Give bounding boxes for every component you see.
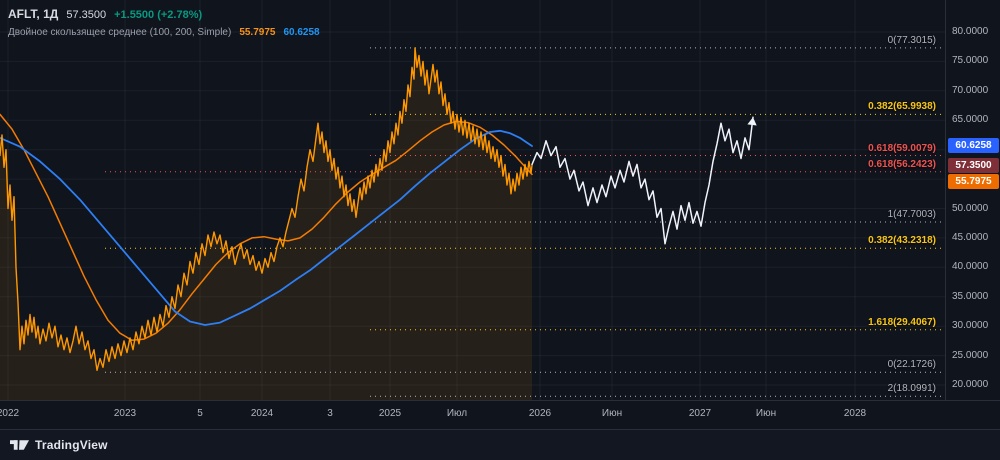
time-axis-label: 5 [197, 408, 203, 419]
time-axis-label: 2026 [528, 408, 552, 419]
price-badge: 57.3500 [948, 157, 999, 173]
time-axis-label: Июл [446, 408, 468, 419]
fib-level-label[interactable]: 0.382(65.9938) [868, 101, 936, 113]
time-axis-label: 2027 [688, 408, 712, 419]
tradingview-brand[interactable]: TradingView [35, 438, 108, 452]
price-axis-label: 25.0000 [952, 349, 989, 361]
time-axis-label: 2022 [0, 408, 20, 419]
time-axis-label: 2025 [378, 408, 402, 419]
price-badge: 55.7975 [948, 173, 999, 189]
price-axis-label: 35.0000 [952, 290, 989, 302]
fib-level-label[interactable]: 0.382(43.2318) [868, 235, 936, 247]
series-ma100 [0, 113, 533, 342]
indicator-legend-row[interactable]: Двойное скользящее среднее (100, 200, Si… [8, 27, 320, 38]
price-axis-label: 70.0000 [952, 84, 989, 96]
price-axis-label: 40.0000 [952, 261, 989, 273]
chart-pane[interactable]: AFLT, 1Д 57.3500 +1.5500 (+2.78%) Двойно… [0, 0, 1000, 400]
symbol-last-price: 57.3500 [66, 9, 107, 21]
fib-level-label[interactable]: 0(77.3015) [887, 34, 936, 46]
time-axis-label: 3 [327, 408, 333, 419]
price-axis-label: 30.0000 [952, 320, 989, 332]
series-projection[interactable] [531, 116, 754, 245]
time-axis-label: Июн [601, 408, 623, 419]
indicator-title[interactable]: Двойное скользящее среднее (100, 200, Si… [8, 27, 232, 38]
ma100-value: 55.7975 [239, 27, 276, 38]
time-axis-label: 2024 [250, 408, 274, 419]
footer-bar: TradingView [0, 429, 1000, 460]
fib-level-label[interactable]: 1.618(29.4067) [868, 316, 936, 328]
chart-legend: AFLT, 1Д 57.3500 +1.5500 (+2.78%) Двойно… [8, 7, 320, 44]
price-axis[interactable]: 80.000075.000070.000065.000060.000055.00… [945, 0, 1000, 400]
symbol-legend-row[interactable]: AFLT, 1Д 57.3500 +1.5500 (+2.78%) [8, 7, 320, 21]
price-area-fill [0, 47, 532, 400]
chart-plot[interactable] [0, 0, 945, 400]
fib-level-label[interactable]: 2(18.0991) [887, 383, 936, 395]
price-axis-label: 45.0000 [952, 231, 989, 243]
tradingview-logo-icon[interactable] [10, 438, 29, 452]
time-axis-label: 2023 [113, 408, 137, 419]
time-axis-label: 2028 [843, 408, 867, 419]
symbol-change: +1.5500 (+2.78%) [114, 9, 203, 21]
price-axis-label: 20.0000 [952, 378, 989, 390]
price-axis-label: 80.0000 [952, 26, 989, 37]
series-price [0, 47, 533, 371]
fib-level-label[interactable]: 0.618(59.0079) [868, 142, 936, 154]
price-axis-label: 65.0000 [952, 114, 989, 126]
projection-arrowhead [747, 117, 757, 126]
price-axis-label: 75.0000 [952, 55, 989, 67]
fib-level-label[interactable]: 1(47.7003) [887, 209, 936, 221]
time-axis-label: Июн [755, 408, 777, 419]
price-badge: 60.6258 [948, 138, 999, 154]
time-axis[interactable]: 2022 2023 5 2024 3 2025 Июл 2026 Июн 2027 Июн 2028 [0, 400, 1000, 430]
ma200-value: 60.6258 [283, 27, 320, 38]
price-axis-label: 50.0000 [952, 202, 989, 214]
symbol-title[interactable]: AFLT, 1Д [8, 7, 59, 21]
fib-level-label[interactable]: 0(22.1726) [887, 359, 936, 371]
fib-level-label[interactable]: 0.618(56.2423) [868, 158, 936, 170]
